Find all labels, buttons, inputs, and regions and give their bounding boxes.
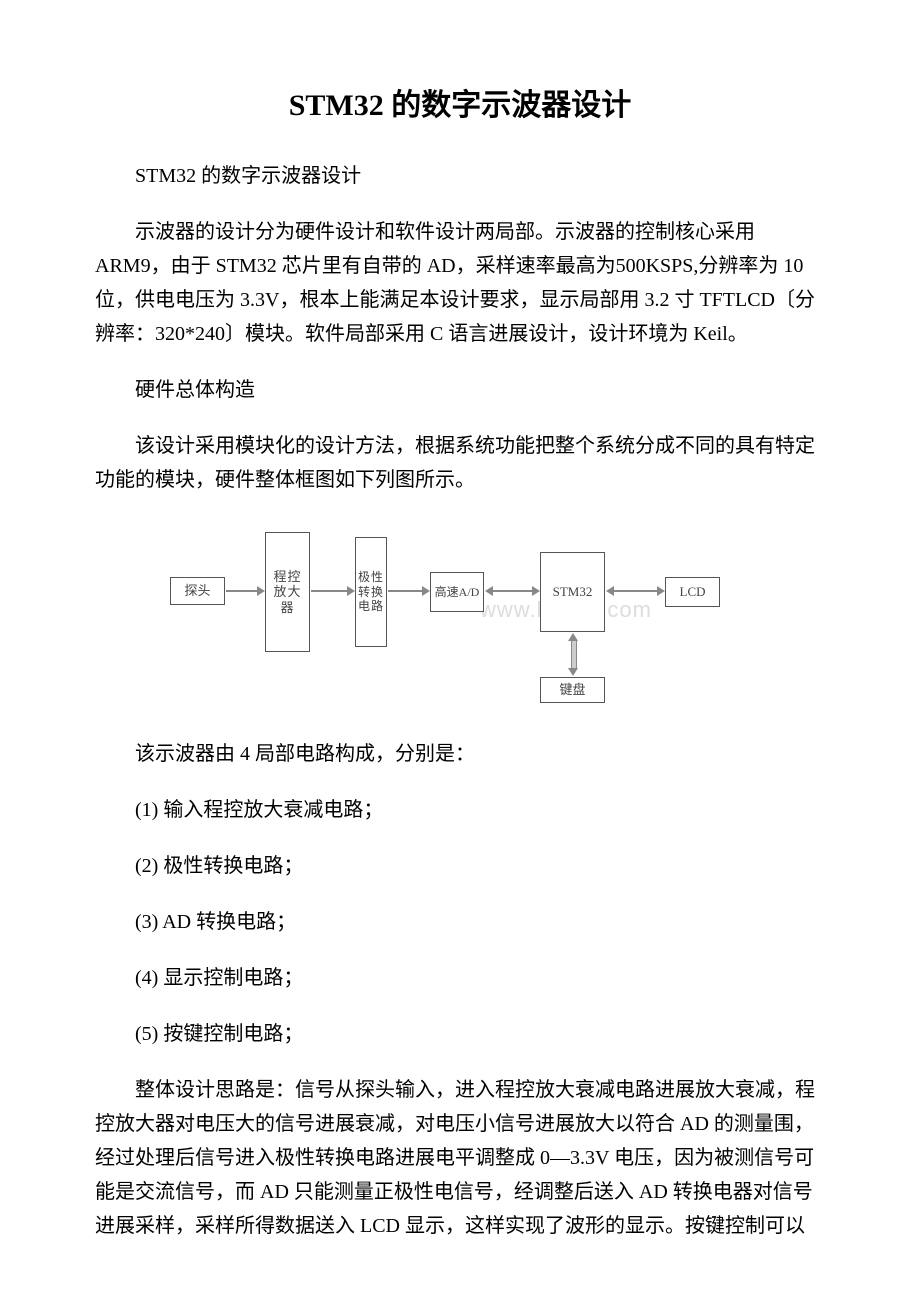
arrow-polarity-ad bbox=[388, 590, 422, 592]
section-heading-hardware: 硬件总体构造 bbox=[95, 373, 825, 407]
arrow-keyboard-stm32 bbox=[571, 640, 577, 669]
block-ad: 高速A/D bbox=[430, 572, 484, 612]
list-item-4: (4) 显示控制电路； bbox=[95, 961, 825, 995]
block-lcd: LCD bbox=[665, 577, 720, 607]
paragraph-modular: 该设计采用模块化的设计方法，根据系统功能把整个系统分成不同的具有特定功能的模块，… bbox=[95, 429, 825, 497]
list-item-1: (1) 输入程控放大衰减电路； bbox=[95, 793, 825, 827]
list-item-2: (2) 极性转换电路； bbox=[95, 849, 825, 883]
arrow-amp-polarity bbox=[311, 590, 347, 592]
list-item-3: (3) AD 转换电路； bbox=[95, 905, 825, 939]
block-stm32: STM32 bbox=[540, 552, 605, 632]
arrow-stm32-lcd bbox=[614, 590, 657, 592]
block-keyboard: 键盘 bbox=[540, 677, 605, 703]
arrow-ad-stm32 bbox=[493, 590, 532, 592]
block-diagram-container: 探头 程控放大器 极性转换电路 高速A/D STM32 LCD 键盘 www.b… bbox=[95, 522, 825, 712]
list-item-5: (5) 按键控制电路； bbox=[95, 1017, 825, 1051]
block-polarity: 极性转换电路 bbox=[355, 537, 387, 647]
paragraph-design-idea: 整体设计思路是：信号从探头输入，进入程控放大衰减电路进展放大衰减，程控放大器对电… bbox=[95, 1073, 825, 1243]
paragraph-intro: 示波器的设计分为硬件设计和软件设计两局部。示波器的控制核心采用 ARM9，由于 … bbox=[95, 215, 825, 351]
hardware-block-diagram: 探头 程控放大器 极性转换电路 高速A/D STM32 LCD 键盘 www.b… bbox=[160, 522, 760, 712]
block-probe: 探头 bbox=[170, 577, 225, 605]
paragraph-subtitle: STM32 的数字示波器设计 bbox=[95, 159, 825, 193]
paragraph-parts-intro: 该示波器由 4 局部电路构成，分别是： bbox=[95, 737, 825, 771]
arrow-probe-amp bbox=[226, 590, 257, 592]
document-title: STM32 的数字示波器设计 bbox=[95, 80, 825, 124]
block-amplifier: 程控放大器 bbox=[265, 532, 310, 652]
